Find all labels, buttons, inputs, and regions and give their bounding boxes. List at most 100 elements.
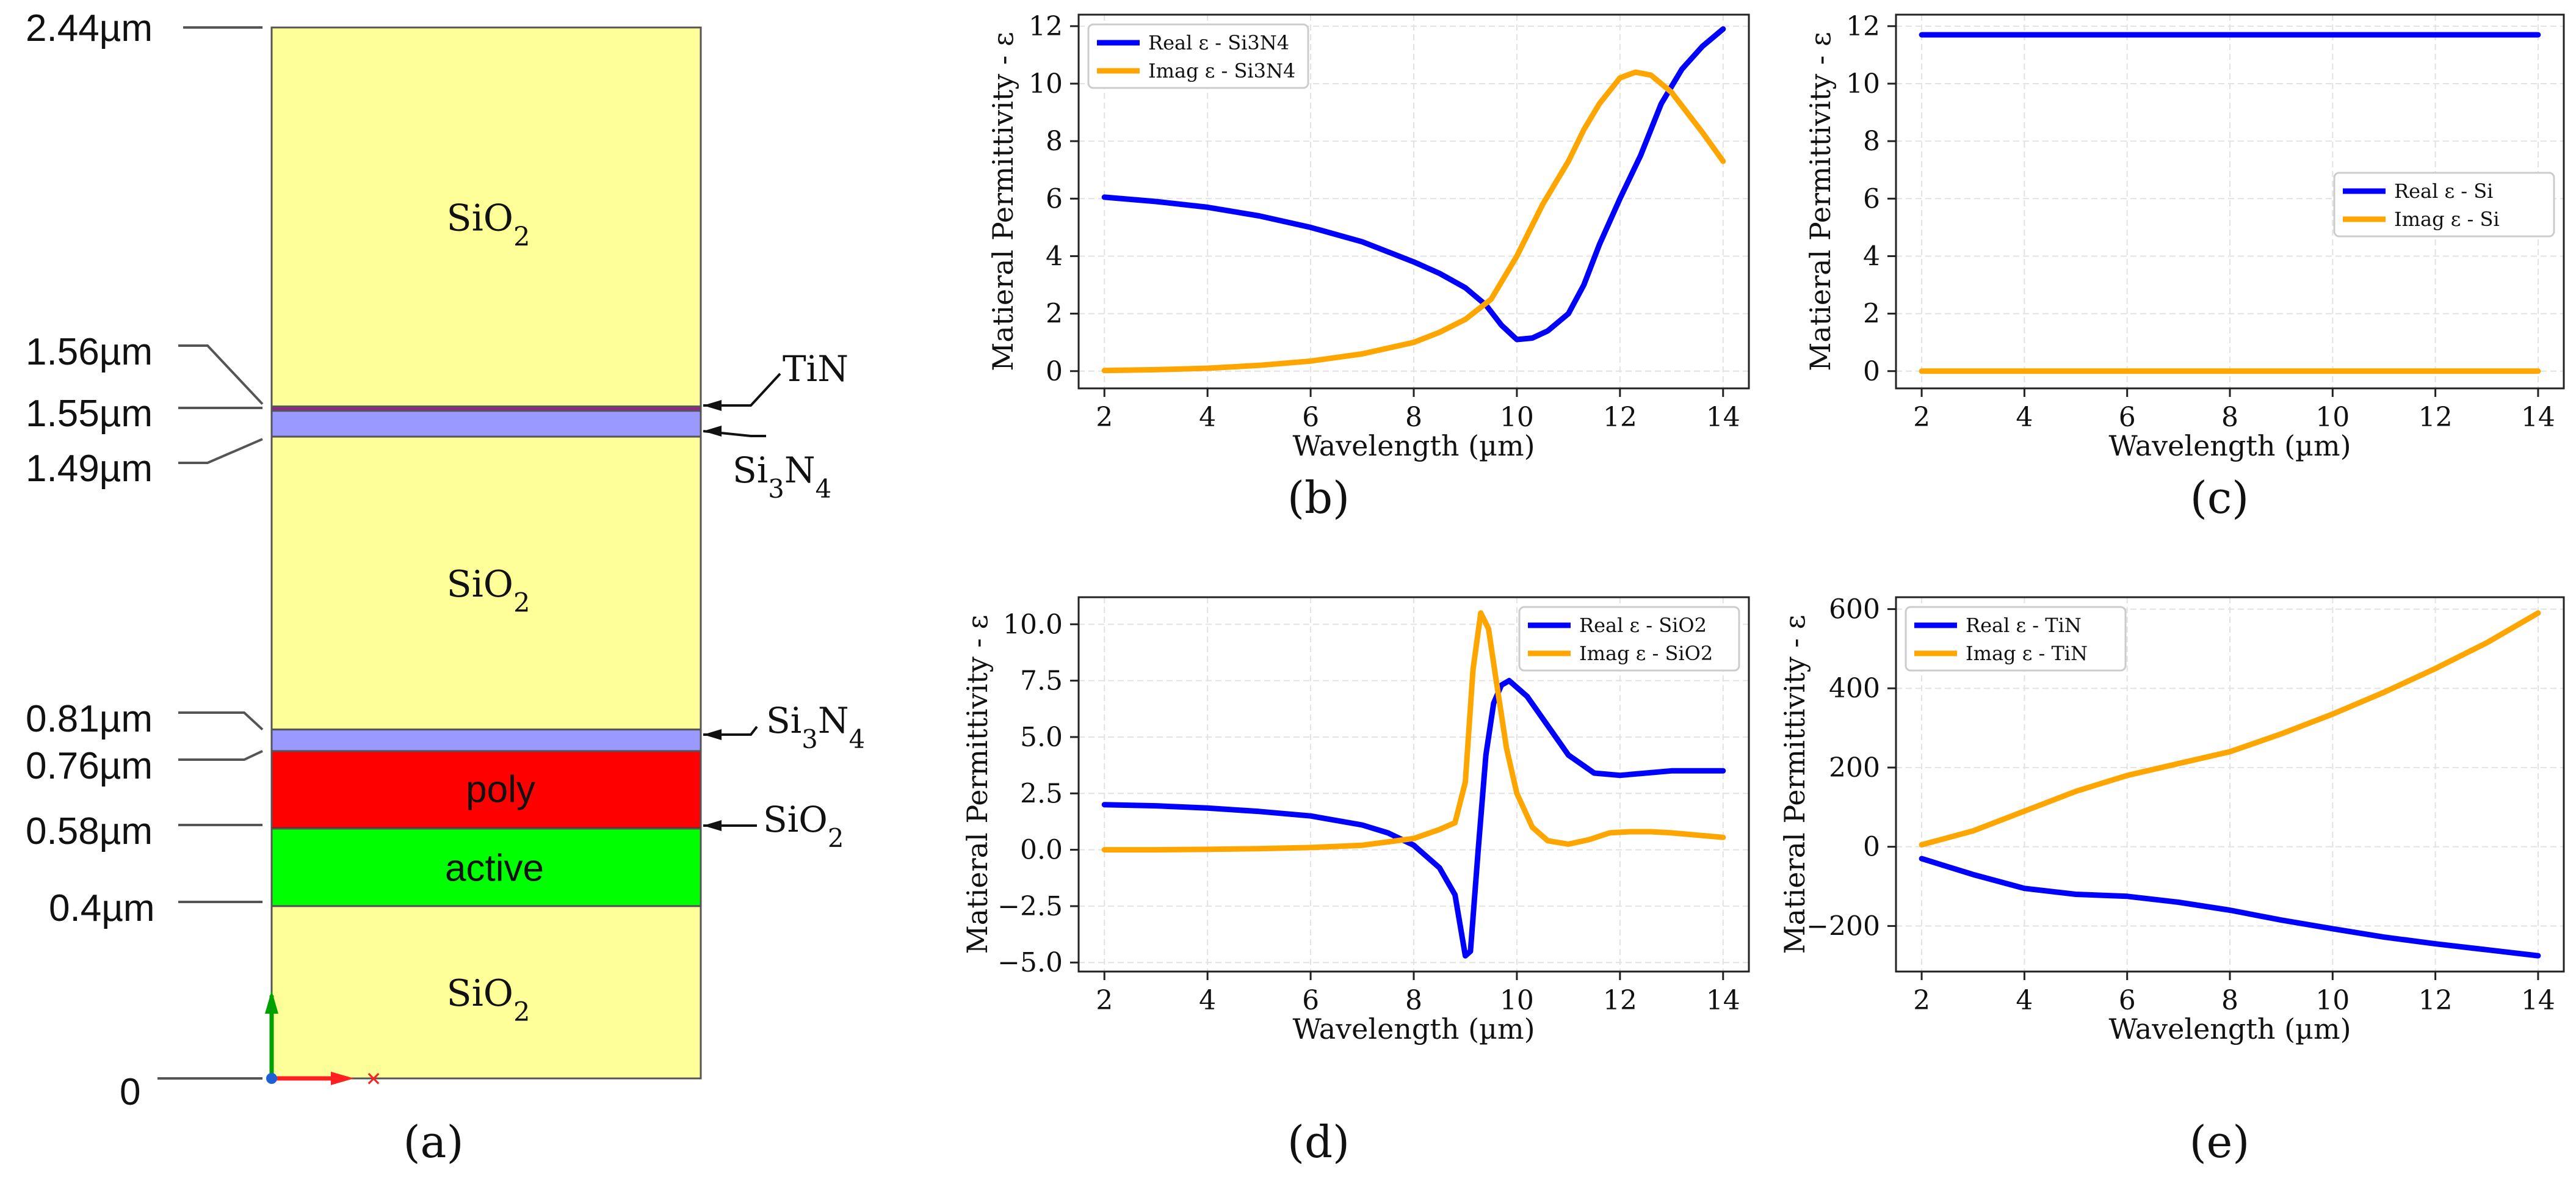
series-line-imag xyxy=(1101,610,1726,853)
legend-entry: Imag ε - SiO2 xyxy=(1579,642,1713,665)
legend-box xyxy=(1518,606,1740,672)
x-tick-label: 14 xyxy=(1706,985,1740,1016)
panel-label: (c) xyxy=(2190,472,2249,523)
series-line-imag xyxy=(1919,610,2541,848)
tin-callout-arrowhead xyxy=(703,400,722,411)
legend-entry: Real ε - SiO2 xyxy=(1579,614,1707,637)
x-tick-label: 10 xyxy=(1500,402,1534,433)
y-tick-label: 2.5 xyxy=(1020,778,1063,809)
y-tick-label: −200 xyxy=(1806,910,1880,942)
si-permittivity-chart: 2 4 6 8 10 12 14 0 2 4 6 8 10 12 Wavelength (µm) Matier… xyxy=(1804,11,2565,523)
x-tick-label: 2 xyxy=(1913,402,1930,433)
depth-label: 1.49µm xyxy=(26,448,153,490)
legend-entry: Real ε - TiN xyxy=(1966,614,2082,637)
y-axis-label: Matieral Permittivity - ε xyxy=(961,615,994,954)
legend-box xyxy=(2333,172,2555,238)
legend-box xyxy=(1905,606,2127,672)
z-axis-marker: ✕ xyxy=(366,1068,382,1090)
x-tick-label: 12 xyxy=(2419,985,2453,1016)
depth-label: 0.81µm xyxy=(26,698,153,740)
active-layer xyxy=(270,827,702,907)
x-tick-label: 14 xyxy=(2521,985,2555,1016)
y-tick-label: −5.0 xyxy=(997,947,1063,978)
x-tick-label: 12 xyxy=(1603,985,1637,1016)
y-axis-label: Matieral Permittivity - ε xyxy=(1804,32,1837,371)
depth-leader-line xyxy=(178,711,264,731)
origin-dot xyxy=(266,1073,277,1084)
panel-label: (b) xyxy=(1287,472,1350,523)
depth-label: 1.56µm xyxy=(26,331,153,373)
x-tick-label: 4 xyxy=(1199,985,1216,1016)
x-tick-label: 14 xyxy=(2521,402,2555,433)
x-tick-label: 12 xyxy=(1603,402,1637,433)
callout-sio2: SiO2 xyxy=(763,799,844,853)
y-axis-arrowhead xyxy=(265,990,278,1014)
y-tick-label: 6 xyxy=(1863,183,1880,214)
layer-label-poly: poly xyxy=(466,768,535,810)
sio2-bottom-layer xyxy=(270,905,702,1080)
x-axis-label: Wavelength (µm) xyxy=(2108,1012,2351,1045)
legend-entry: Real ε - Si xyxy=(2394,180,2493,203)
y-tick-label: 10 xyxy=(1846,68,1880,100)
x-axis-label: Wavelength (µm) xyxy=(1292,429,1535,462)
x-axis-arrowhead xyxy=(331,1072,354,1085)
y-tick-label: 0 xyxy=(1046,356,1063,387)
x-tick-label: 4 xyxy=(2016,402,2033,433)
x-axis-label: Wavelength (µm) xyxy=(2108,429,2351,462)
tin-callout-leader xyxy=(703,372,781,407)
x-tick-label: 8 xyxy=(1405,402,1422,433)
y-tick-label: 2 xyxy=(1046,299,1063,330)
y-tick-label: 0.0 xyxy=(1020,835,1063,866)
depth-label: 0 xyxy=(120,1071,140,1113)
depth-label: 1.55µm xyxy=(26,393,153,435)
y-tick-label: 12 xyxy=(1846,11,1880,42)
x-tick-label: 8 xyxy=(1405,985,1422,1016)
sio2-permittivity-chart: 2 4 6 8 10 12 14 −5.0 −2.5 0.0 2.5 5.0 7.5 10.0 Wavele… xyxy=(961,596,1750,1168)
x-tick-label: 4 xyxy=(2016,985,2033,1016)
si3n4-lower-callout-arrowhead xyxy=(703,729,722,740)
depth-label: 2.44µm xyxy=(26,7,153,49)
y-tick-label: 5.0 xyxy=(1020,722,1063,753)
depth-label: 0.76µm xyxy=(26,745,153,787)
callout-si3n4-lower: Si3N4 xyxy=(766,700,865,754)
x-tick-label: 6 xyxy=(2119,985,2136,1016)
x-tick-label: 14 xyxy=(1706,402,1740,433)
tin-permittivity-chart: 2 4 6 8 10 12 14 −200 0 200 400 600 Wavelength (µm) M… xyxy=(1778,594,2565,1168)
y-tick-label: 10.0 xyxy=(1003,609,1063,640)
legend-entry: Imag ε - Si3N4 xyxy=(1148,59,1295,82)
y-tick-label: 6 xyxy=(1046,183,1063,214)
y-tick-label: 8 xyxy=(1046,126,1063,157)
legend-entry: Real ε - Si3N4 xyxy=(1148,31,1289,54)
layer-stack-panel: SiO2 SiO2 poly active SiO2 2.44µm 1.56µm 1.55µm… xyxy=(26,7,865,1168)
x-tick-label: 8 xyxy=(2221,402,2238,433)
depth-label: 0.4µm xyxy=(49,887,155,929)
x-tick-label: 2 xyxy=(1096,402,1113,433)
depth-leader-line xyxy=(178,344,264,405)
y-axis-label: Matieral Permittivity - ε xyxy=(986,32,1019,371)
x-tick-label: 6 xyxy=(1302,985,1319,1016)
y-tick-label: 4 xyxy=(1863,241,1880,272)
y-tick-label: 600 xyxy=(1829,594,1880,625)
x-tick-label: 2 xyxy=(1913,985,1930,1016)
y-tick-label: 7.5 xyxy=(1020,666,1063,697)
x-tick-label: 2 xyxy=(1096,985,1113,1016)
y-tick-label: 2 xyxy=(1863,299,1880,330)
poly-layer xyxy=(270,750,702,830)
si3n4-upper-layer xyxy=(270,410,702,438)
y-tick-label: 10 xyxy=(1029,68,1063,100)
y-tick-label: 4 xyxy=(1046,241,1063,272)
callout-si3n4-upper: Si3N4 xyxy=(733,449,831,504)
legend-entry: Imag ε - Si xyxy=(2394,208,2500,231)
layer-label-sio2-middle: SiO2 xyxy=(447,563,530,619)
legend-box xyxy=(1087,23,1309,89)
x-tick-label: 10 xyxy=(1500,985,1534,1016)
y-tick-label: 12 xyxy=(1029,11,1063,42)
y-tick-label: 400 xyxy=(1829,673,1880,704)
depth-leader-line xyxy=(178,438,263,464)
sio2-middle-layer xyxy=(270,435,702,731)
x-tick-label: 10 xyxy=(2315,985,2350,1016)
x-axis-label: Wavelength (µm) xyxy=(1292,1012,1535,1045)
y-tick-label: 200 xyxy=(1829,752,1880,783)
si3n4-upper-callout-arrowhead xyxy=(703,426,722,437)
